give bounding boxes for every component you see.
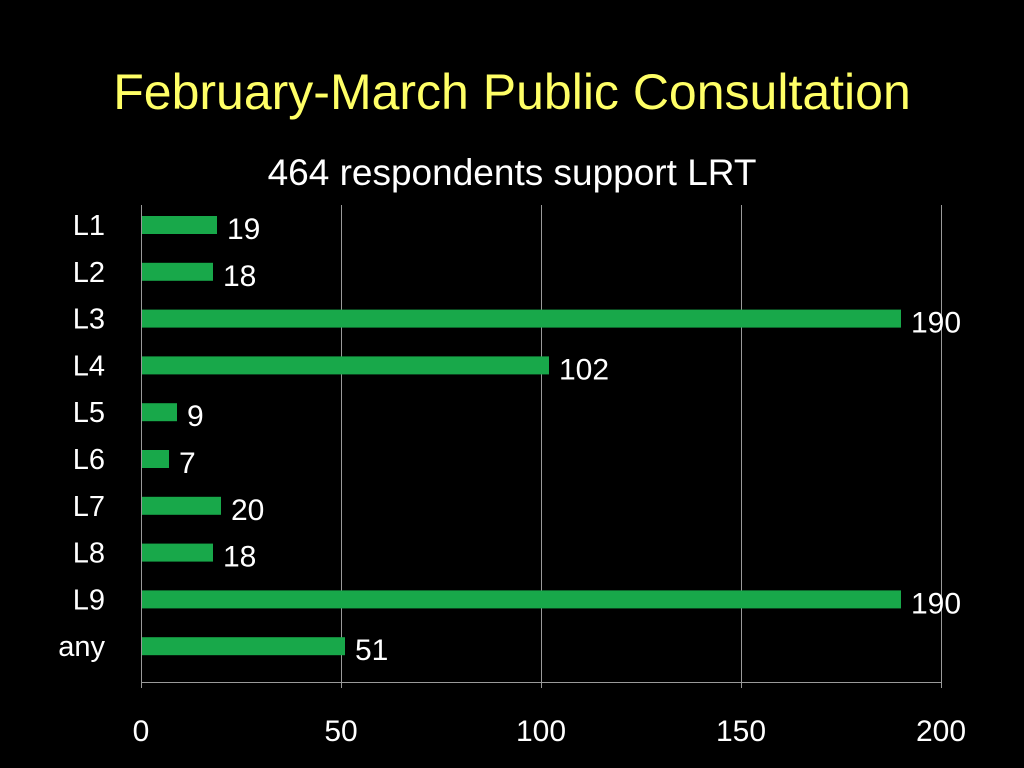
x-tick-label: 150 bbox=[716, 715, 766, 748]
bar-l1 bbox=[142, 216, 217, 234]
value-label: 18 bbox=[223, 541, 256, 574]
category-label: L9 bbox=[73, 584, 105, 616]
value-label: 102 bbox=[559, 353, 609, 386]
value-label: 19 bbox=[227, 213, 260, 246]
x-tick-label: 0 bbox=[133, 715, 150, 748]
category-label: any bbox=[58, 631, 105, 663]
bar-l3 bbox=[142, 309, 901, 328]
category-label: L2 bbox=[73, 257, 105, 289]
category-label: L6 bbox=[73, 444, 105, 476]
value-label: 18 bbox=[223, 260, 256, 293]
gridlines bbox=[341, 205, 942, 682]
bar-l9 bbox=[142, 590, 901, 609]
value-label: 190 bbox=[911, 587, 961, 620]
bar-l6 bbox=[142, 450, 169, 468]
bar-l7 bbox=[142, 496, 221, 515]
x-tick-label: 200 bbox=[916, 715, 966, 748]
bar-l4 bbox=[142, 356, 549, 375]
category-label: L7 bbox=[73, 491, 105, 523]
category-label: L4 bbox=[73, 350, 105, 382]
slide-title: February-March Public Consultation bbox=[113, 64, 911, 120]
category-label: L8 bbox=[73, 538, 105, 570]
bar-any bbox=[142, 637, 345, 656]
value-label: 51 bbox=[355, 634, 388, 667]
x-tick-label: 100 bbox=[516, 715, 566, 748]
bars bbox=[142, 216, 901, 656]
value-label: 7 bbox=[179, 447, 196, 480]
value-label: 190 bbox=[911, 307, 961, 340]
labels: L1 19 L2 18 L3 190 L4 102 L5 9 L6 7 L7 20 L8 18 L9 190 any… bbox=[58, 210, 961, 667]
category-label: L5 bbox=[73, 397, 105, 429]
value-label: 9 bbox=[187, 400, 204, 433]
x-tick-label: 50 bbox=[324, 715, 357, 748]
value-label: 20 bbox=[231, 494, 264, 527]
category-label: L3 bbox=[73, 304, 105, 336]
axes: 0 50 100 150 200 bbox=[133, 205, 966, 748]
bar-l5 bbox=[142, 403, 177, 422]
category-label: L1 bbox=[73, 210, 105, 242]
slide-subtitle: 464 respondents support LRT bbox=[267, 152, 757, 193]
bar-l2 bbox=[142, 262, 213, 281]
bar-l8 bbox=[142, 543, 213, 562]
